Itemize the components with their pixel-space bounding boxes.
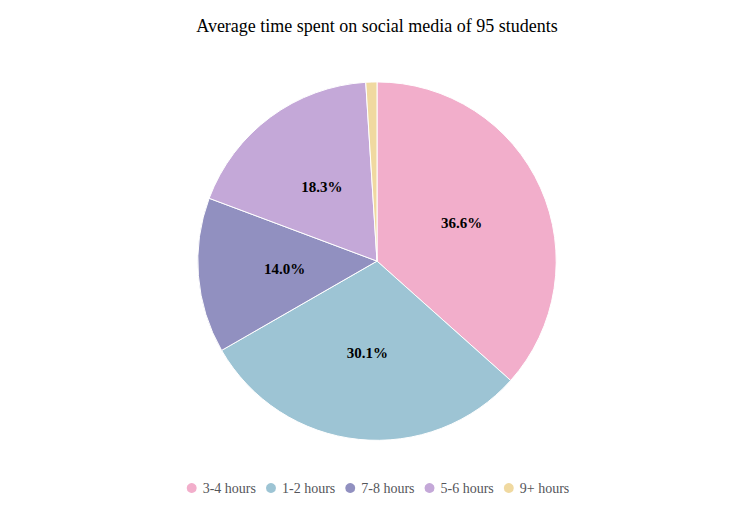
svg-text:3-4 hours: 3-4 hours	[203, 481, 256, 496]
svg-text:36.6%: 36.6%	[441, 215, 482, 231]
svg-text:1-2 hours: 1-2 hours	[282, 481, 335, 496]
svg-text:5-6 hours: 5-6 hours	[441, 481, 494, 496]
svg-text:14.0%: 14.0%	[264, 261, 305, 277]
svg-text:Average time spent on social m: Average time spent on social media of 95…	[196, 16, 558, 36]
svg-text:9+ hours: 9+ hours	[520, 481, 570, 496]
svg-text:30.1%: 30.1%	[347, 345, 388, 361]
svg-text:18.3%: 18.3%	[301, 179, 342, 195]
svg-text:7-8 hours: 7-8 hours	[361, 481, 414, 496]
